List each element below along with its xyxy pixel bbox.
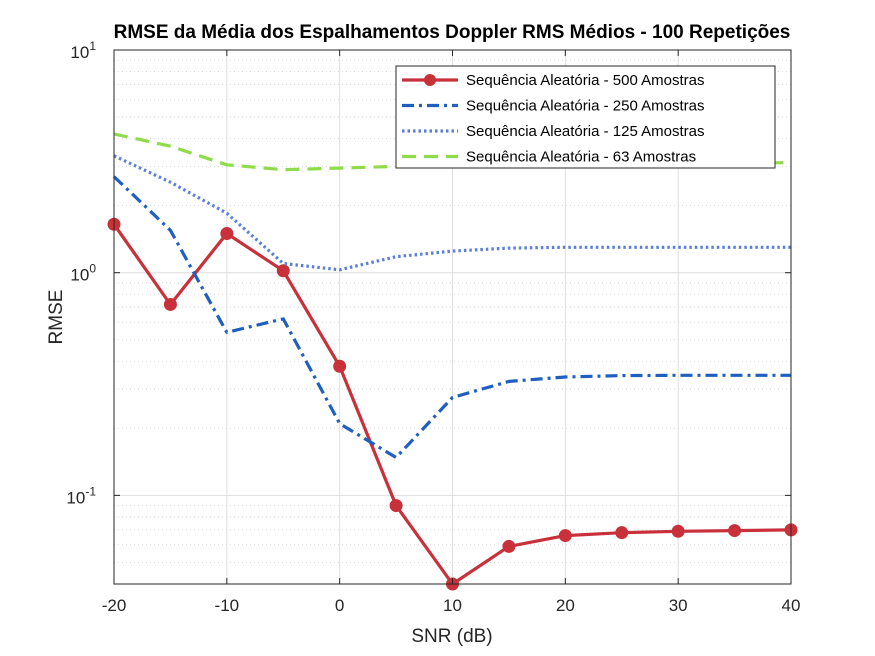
- legend-label-3: Sequência Aleatória - 125 Amostras: [466, 123, 704, 140]
- x-tick-label: 0: [335, 596, 344, 615]
- x-tick-label: 10: [443, 596, 462, 615]
- x-tick-label: 30: [669, 596, 688, 615]
- series-1-marker: [163, 297, 177, 311]
- series-line-2: [112, 175, 791, 460]
- y-tick-label: 10-1: [66, 484, 96, 507]
- y-axis-label: RMSE: [46, 290, 67, 345]
- series-1-marker: [220, 226, 234, 240]
- legend-label-2: Sequência Aleatória - 250 Amostras: [466, 98, 704, 115]
- legend-label-4: Sequência Aleatória - 63 Amostras: [466, 149, 696, 166]
- series-line-3: [113, 154, 791, 272]
- x-tick-label: -10: [215, 596, 240, 615]
- legend-label-1: Sequência Aleatória - 500 Amostras: [466, 72, 704, 89]
- y-tick-label: 100: [70, 262, 96, 285]
- legend-box: [395, 65, 776, 169]
- series-1-marker: [728, 524, 742, 538]
- legend: Sequência Aleatória - 500 Amostras Sequên…: [395, 65, 776, 169]
- x-tick-label: 40: [782, 596, 801, 615]
- chart-title: RMSE da Média dos Espalhamentos Doppler …: [114, 22, 791, 43]
- x-axis-label: SNR (dB): [411, 626, 492, 647]
- x-tick-label: -20: [102, 596, 127, 615]
- y-tick-label: 101: [70, 39, 96, 62]
- series-1-marker: [615, 526, 629, 540]
- series-1-marker: [502, 539, 516, 553]
- series-1-marker: [671, 524, 685, 538]
- series-1-marker: [558, 529, 572, 543]
- x-tick-label: 20: [556, 596, 575, 615]
- tick-layer: -20 -10 0 10 20 30 40 10-1 100 101: [66, 39, 800, 615]
- series-1-marker: [389, 499, 403, 513]
- legend-marker-1: [424, 74, 436, 86]
- series-1-marker: [276, 264, 290, 278]
- series-1-marker: [333, 359, 347, 373]
